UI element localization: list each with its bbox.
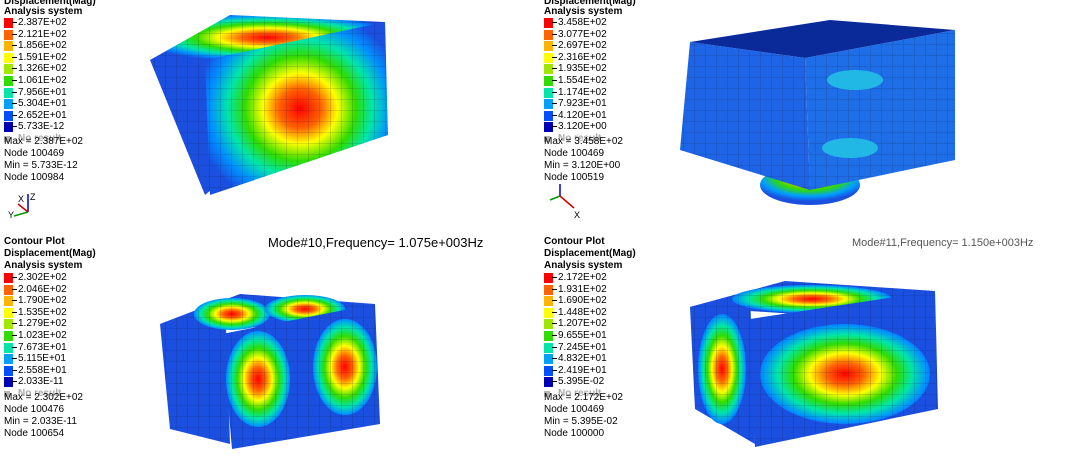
- legend-swatch: [544, 377, 553, 388]
- fe-model-box-mode-11: [690, 281, 938, 447]
- analysis-system-label: Analysis system: [544, 260, 623, 271]
- axis-triad-icon: X: [549, 184, 580, 220]
- legend-swatch: [544, 273, 553, 283]
- min-value: Min = 5.395E-02: [544, 416, 618, 427]
- legend-swatch: [4, 377, 13, 388]
- legend-swatch: [4, 75, 13, 86]
- mode-frequency-label: Mode#11,Frequency= 1.150e+003Hz: [852, 237, 1034, 249]
- result-stats: Max = 2.302E+02 Node 100476 Min = 2.033E…: [4, 392, 83, 440]
- result-type-label: Displacement(Mag): [544, 0, 636, 7]
- triad-x-label: X: [574, 210, 580, 220]
- max-node: Node 100469: [4, 148, 65, 159]
- triad-x-label: X: [18, 194, 24, 204]
- analysis-system-label: Analysis system: [544, 6, 623, 17]
- legend-swatch: [4, 52, 13, 63]
- legend-swatch: [544, 41, 553, 52]
- min-value: Min = 2.033E-11: [4, 416, 77, 427]
- legend-swatch: [4, 18, 13, 28]
- max-node: Node 100469: [544, 404, 605, 415]
- axis-triad-icon: X Y Z: [8, 192, 36, 220]
- fe-model-box-mode-10: [160, 294, 380, 449]
- legend-swatch: [544, 110, 553, 121]
- legend-swatch: [544, 75, 553, 86]
- max-node: Node 100469: [544, 148, 605, 159]
- legend-swatch: [4, 390, 10, 397]
- legend-swatch: [544, 87, 553, 98]
- legend-swatch: [544, 52, 553, 63]
- legend-swatch: [4, 29, 13, 40]
- legend-swatch: [544, 18, 553, 28]
- legend-swatch: [4, 296, 13, 307]
- plot-title: Contour Plot: [544, 236, 605, 247]
- legend-swatch: [544, 284, 553, 295]
- legend-swatch: [544, 64, 553, 75]
- contour-panel-mode-top-left: Displacement(Mag) Analysis system 2.387E…: [0, 0, 538, 229]
- legend-swatch: [4, 354, 13, 365]
- legend-swatch: [544, 330, 553, 341]
- legend-swatch: [4, 122, 13, 133]
- legend-swatch: [4, 99, 13, 110]
- min-node: Node 100519: [544, 172, 605, 183]
- fe-model-box-mode-b: [680, 20, 955, 205]
- contour-panel-mode-11: Contour Plot Displacement(Mag) Analysis …: [540, 229, 1078, 458]
- legend-swatch: [544, 296, 553, 307]
- result-stats: Max = 2.387E+02 Node 100469 Min = 5.733E…: [4, 136, 83, 184]
- analysis-system-label: Analysis system: [4, 260, 83, 271]
- legend-swatch: [4, 110, 13, 121]
- contour-panel-mode-top-right: Displacement(Mag) Analysis system 3.458E…: [540, 0, 1078, 229]
- min-value: Min = 3.120E+00: [544, 160, 621, 171]
- legend-swatch: [4, 342, 13, 353]
- legend-swatch: [544, 99, 553, 110]
- result-type-label: Displacement(Mag): [4, 248, 96, 259]
- analysis-system-label: Analysis system: [4, 6, 83, 17]
- min-value: Min = 5.733E-12: [4, 160, 78, 171]
- contour-panel-mode-10: Contour Plot Displacement(Mag) Analysis …: [0, 229, 538, 458]
- result-type-label: Displacement(Mag): [4, 0, 96, 7]
- legend-swatch: [4, 319, 13, 330]
- fe-model-box-mode-a: [150, 15, 388, 195]
- legend-swatch: [4, 284, 13, 295]
- max-value: Max = 2.172E+02: [544, 392, 623, 403]
- min-node: Node 100000: [544, 428, 605, 439]
- max-value: Max = 3.458E+02: [544, 136, 623, 147]
- legend-swatch: [544, 390, 550, 397]
- max-node: Node 100476: [4, 404, 65, 415]
- legend-swatch: [544, 122, 553, 133]
- legend-swatch: [4, 273, 13, 283]
- legend-swatch: [544, 307, 553, 318]
- triad-z-label: Z: [30, 192, 36, 202]
- legend-swatch: [4, 135, 10, 142]
- legend-swatch: [544, 354, 553, 365]
- legend-swatch: [4, 330, 13, 341]
- legend-swatch: [544, 135, 550, 142]
- plot-title: Contour Plot: [4, 236, 65, 247]
- legend-swatch: [4, 41, 13, 52]
- legend-swatch: [544, 342, 553, 353]
- legend-swatch: [4, 64, 13, 75]
- legend-swatch: [4, 87, 13, 98]
- legend-swatch: [4, 365, 13, 376]
- max-value: Max = 2.302E+02: [4, 392, 83, 403]
- mode-frequency-label: Mode#10,Frequency= 1.075e+003Hz: [268, 235, 484, 250]
- result-type-label: Displacement(Mag): [544, 248, 636, 259]
- max-value: Max = 2.387E+02: [4, 136, 83, 147]
- legend-swatch: [4, 307, 13, 318]
- result-stats: Max = 3.458E+02 Node 100469 Min = 3.120E…: [544, 136, 623, 184]
- legend-swatch: [544, 29, 553, 40]
- min-node: Node 100984: [4, 172, 65, 183]
- legend-swatch: [544, 365, 553, 376]
- result-stats: Max = 2.172E+02 Node 100469 Min = 5.395E…: [544, 392, 623, 440]
- min-node: Node 100654: [4, 428, 65, 439]
- triad-y-label: Y: [8, 210, 14, 220]
- legend-swatch: [544, 319, 553, 330]
